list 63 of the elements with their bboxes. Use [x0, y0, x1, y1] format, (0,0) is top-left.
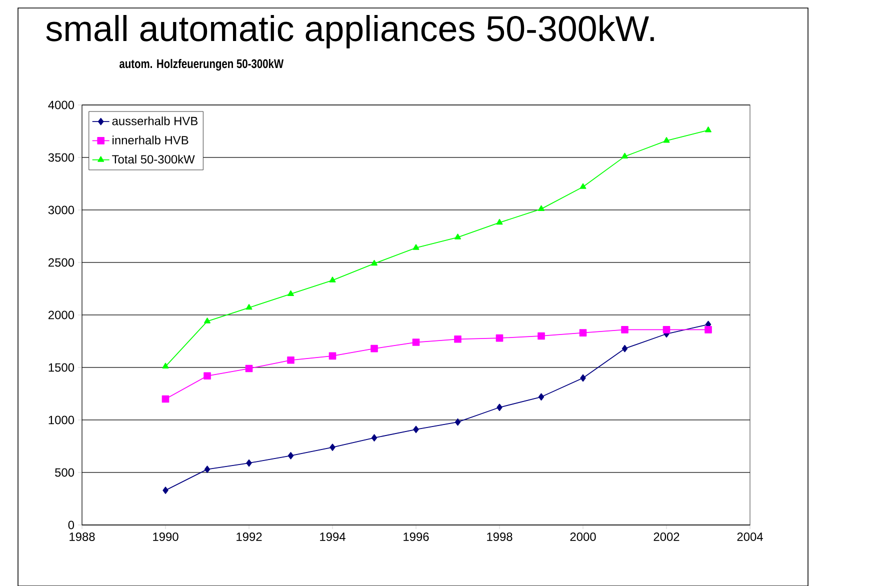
point — [162, 486, 168, 494]
chart-subtitle: autom. Holzfeuerungen 50-300kW — [120, 58, 284, 71]
x-tick-label: 1988 — [70, 532, 95, 541]
point — [538, 205, 544, 211]
x-tick-label: 2000 — [570, 532, 596, 541]
point — [204, 372, 211, 380]
point — [246, 459, 252, 467]
point — [496, 404, 502, 412]
x-tick-label: 2004 — [737, 532, 763, 541]
point — [580, 374, 586, 382]
x-tick-label: 1992 — [236, 532, 262, 541]
x-tick-label: 1998 — [487, 532, 512, 541]
point — [662, 326, 670, 334]
point — [704, 326, 712, 334]
point — [246, 304, 252, 310]
x-tick-label: 1990 — [153, 532, 178, 541]
point — [454, 335, 462, 343]
legend-label: Total 50-300kW — [112, 154, 195, 164]
point — [330, 444, 336, 451]
y-tick-label: 3500 — [48, 153, 74, 162]
point — [496, 334, 504, 342]
point — [288, 452, 294, 460]
y-tick-label: 2500 — [48, 258, 74, 267]
chart-title: small automatic appliances 50-300kW. — [46, 15, 654, 48]
legend-label: ausserhalb HVB — [112, 116, 198, 126]
point — [204, 318, 210, 324]
x-tick-label: 1996 — [404, 532, 429, 541]
point — [622, 152, 628, 158]
point — [287, 356, 294, 364]
x-tick-label: 1994 — [320, 532, 346, 541]
point — [370, 344, 378, 352]
y-tick-label: 0 — [68, 520, 74, 530]
y-tick-label: 4000 — [48, 100, 74, 110]
point — [580, 183, 586, 189]
point — [371, 260, 378, 266]
point — [329, 276, 336, 282]
x-tick-label: 2002 — [654, 532, 680, 541]
point — [579, 329, 587, 336]
point — [412, 244, 420, 250]
point — [204, 466, 210, 473]
point — [454, 234, 461, 240]
point — [454, 418, 461, 426]
point — [413, 426, 419, 434]
legend-label: innerhalb HVB — [112, 136, 188, 144]
point — [538, 332, 545, 340]
point — [288, 290, 294, 296]
point — [162, 362, 169, 368]
point — [328, 352, 336, 360]
y-tick-label: 3000 — [48, 206, 74, 214]
y-tick-label: 2000 — [48, 310, 74, 320]
point — [705, 126, 712, 132]
point — [496, 218, 503, 225]
point — [412, 338, 420, 346]
point — [622, 344, 628, 352]
point — [371, 434, 378, 442]
point — [538, 393, 544, 401]
point — [162, 395, 170, 403]
y-tick-label: 1500 — [48, 363, 74, 372]
point — [663, 137, 670, 143]
point — [245, 364, 253, 372]
y-tick-label: 500 — [55, 468, 74, 477]
y-tick-label: 1000 — [48, 416, 74, 424]
point — [621, 326, 628, 334]
